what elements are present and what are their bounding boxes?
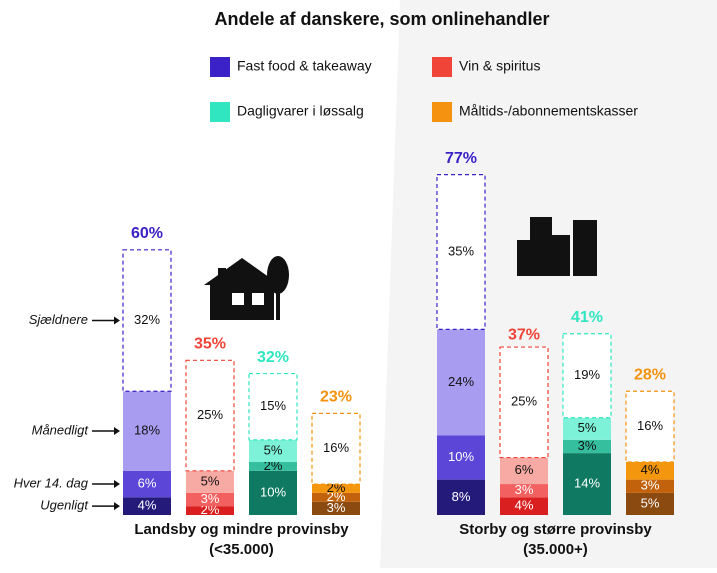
value-label: 19%	[574, 367, 600, 382]
value-label: 5%	[264, 442, 283, 457]
legend-label: Fast food & takeaway	[237, 58, 372, 74]
level-arrowhead	[114, 316, 120, 325]
bar-segment	[626, 492, 674, 515]
legend-swatch	[432, 57, 452, 77]
bar-segment	[312, 484, 360, 493]
category-label: Landsby og mindre provinsby	[134, 521, 349, 538]
value-label: 35%	[448, 243, 474, 258]
total-label: 28%	[634, 366, 666, 383]
total-label: 35%	[194, 336, 226, 353]
bar-segment	[312, 492, 360, 502]
value-label: 3%	[641, 478, 660, 493]
level-label: Månedligt	[32, 422, 90, 437]
total-label: 77%	[445, 150, 477, 167]
value-label: 14%	[574, 475, 600, 490]
value-label: 6%	[515, 462, 534, 477]
value-label: 3%	[578, 438, 597, 453]
bar-segment	[436, 174, 486, 330]
value-label: 3%	[327, 500, 346, 515]
value-label: 15%	[260, 398, 286, 413]
bar-segment	[249, 439, 297, 462]
legend-label: Dagligvarer i løssalg	[237, 103, 364, 119]
bar-segment	[562, 333, 612, 419]
bar-segment	[500, 457, 548, 485]
level-arrowhead	[114, 427, 120, 436]
value-label: 25%	[197, 407, 223, 422]
category-label: (35.000+)	[523, 541, 588, 558]
bar-segment	[122, 249, 172, 392]
value-label: 6%	[138, 475, 157, 490]
value-label: 4%	[138, 498, 157, 513]
bar-segment	[437, 329, 485, 436]
bar-segment	[312, 501, 360, 515]
city-icon	[517, 217, 597, 276]
bar-segment	[500, 497, 548, 515]
bar-segment	[625, 390, 675, 463]
level-arrowhead	[114, 480, 120, 489]
value-label: 4%	[641, 462, 660, 477]
value-label: 3%	[201, 491, 220, 506]
bar-segment	[123, 497, 171, 515]
bar-segment	[563, 453, 611, 515]
value-label: 8%	[452, 489, 471, 504]
house-icon	[204, 256, 289, 320]
level-label: Ugenligt	[40, 498, 89, 513]
category-label: (<35.000)	[209, 541, 274, 558]
legend-label: Måltids-/abonnementskasser	[459, 103, 638, 119]
total-label: 41%	[571, 309, 603, 326]
legend-swatch	[210, 57, 230, 77]
value-label: 10%	[448, 449, 474, 464]
bar-segment	[626, 479, 674, 493]
bar-segment	[563, 439, 611, 454]
total-label: 32%	[257, 349, 289, 366]
category-label: Storby og større provinsby	[459, 521, 652, 538]
bar-segment	[186, 492, 234, 507]
level-label: Sjældnere	[29, 312, 88, 327]
bar-segment	[311, 412, 361, 485]
legend-swatch	[432, 102, 452, 122]
value-label: 16%	[323, 440, 349, 455]
value-label: 4%	[515, 498, 534, 513]
chart-title: Andele af danskere, som onlinehandler	[214, 9, 549, 29]
value-label: 24%	[448, 374, 474, 389]
total-label: 23%	[320, 389, 352, 406]
value-label: 5%	[578, 420, 597, 435]
value-label: 3%	[515, 482, 534, 497]
bar-segment	[437, 479, 485, 515]
total-label: 37%	[508, 327, 540, 344]
bar-segment	[499, 346, 549, 459]
bar-segment	[626, 461, 674, 480]
bar-segment	[249, 470, 297, 515]
level-label: Hver 14. dag	[14, 475, 89, 490]
legend-label: Vin & spiritus	[459, 58, 540, 74]
value-label: 5%	[201, 473, 220, 488]
bar-segment	[248, 372, 298, 441]
level-arrowhead	[114, 502, 120, 511]
bar-segment	[249, 461, 297, 471]
bar-segment	[185, 359, 235, 472]
value-label: 10%	[260, 484, 286, 499]
value-label: 16%	[637, 418, 663, 433]
bar-segment	[123, 470, 171, 498]
bar-segment	[186, 470, 234, 493]
value-label: 18%	[134, 422, 160, 437]
bar-segment	[563, 417, 611, 440]
value-label: 5%	[641, 495, 660, 510]
legend-swatch	[210, 102, 230, 122]
value-label: 32%	[134, 312, 160, 327]
bar-segment	[186, 506, 234, 515]
bar-segment	[500, 484, 548, 498]
bar-segment	[437, 435, 485, 480]
value-label: 25%	[511, 394, 537, 409]
total-label: 60%	[131, 225, 163, 242]
bar-segment	[123, 391, 171, 471]
